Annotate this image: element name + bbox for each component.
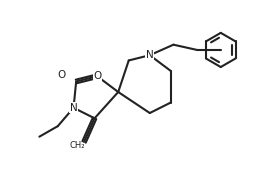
Text: N: N: [70, 103, 77, 113]
Text: O: O: [93, 71, 101, 81]
Text: N: N: [146, 50, 154, 60]
Text: CH₂: CH₂: [70, 141, 85, 150]
Text: O: O: [58, 70, 66, 80]
